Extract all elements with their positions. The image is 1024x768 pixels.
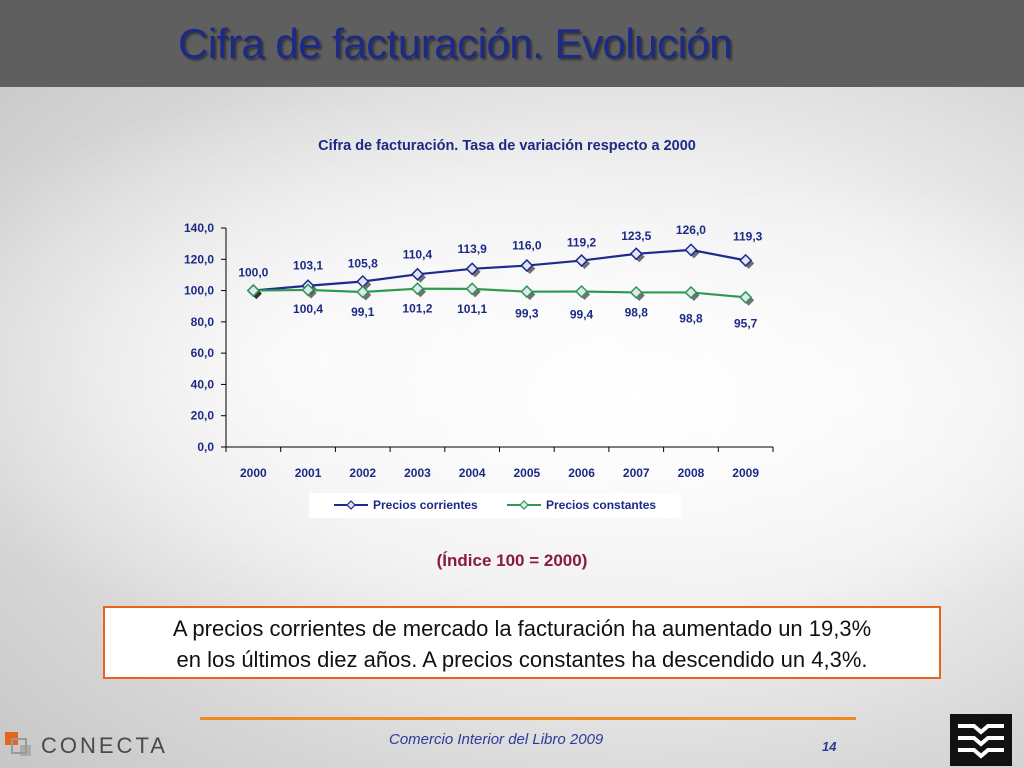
data-point bbox=[410, 282, 425, 296]
logo-text: CONECTA bbox=[41, 733, 168, 758]
summary-line-2: en los últimos diez años. A precios cons… bbox=[176, 647, 868, 672]
x-tick-label: 2008 bbox=[678, 466, 705, 480]
y-tick-label: 60,0 bbox=[191, 346, 215, 360]
data-label: 95,7 bbox=[734, 316, 758, 330]
data-label: 105,8 bbox=[348, 256, 378, 270]
chart-title: Cifra de facturación. Tasa de variación … bbox=[318, 138, 696, 154]
data-point bbox=[629, 247, 643, 261]
data-point bbox=[574, 284, 589, 299]
data-point bbox=[410, 267, 425, 281]
data-label: 98,8 bbox=[625, 305, 649, 319]
data-point bbox=[574, 253, 589, 268]
data-label: 123,5 bbox=[621, 229, 651, 243]
data-point bbox=[629, 285, 643, 300]
x-tick-label: 2005 bbox=[513, 466, 540, 480]
page-number: 14 bbox=[822, 739, 837, 754]
series-line-precios-constantes bbox=[253, 287, 746, 299]
y-tick-label: 40,0 bbox=[191, 377, 215, 391]
y-tick-label: 20,0 bbox=[191, 409, 215, 423]
chart-legend: Precios corrientes Precios constantes bbox=[309, 493, 681, 518]
y-tick-label: 80,0 bbox=[191, 315, 215, 329]
data-label: 116,0 bbox=[512, 239, 542, 253]
data-label: 99,4 bbox=[570, 308, 594, 322]
y-tick-label: 0,0 bbox=[197, 440, 214, 454]
footer-line bbox=[200, 717, 856, 720]
summary-line-1: A precios corrientes de mercado la factu… bbox=[172, 616, 872, 641]
data-label: 100,4 bbox=[293, 302, 323, 316]
x-tick-label: 2000 bbox=[240, 466, 267, 480]
data-label: 119,3 bbox=[733, 229, 763, 243]
x-tick-label: 2006 bbox=[568, 466, 595, 480]
data-label: 101,1 bbox=[457, 302, 487, 316]
title-bar bbox=[0, 0, 1024, 87]
x-tick-label: 2003 bbox=[404, 466, 431, 480]
legend-marker bbox=[519, 500, 529, 510]
y-tick-label: 140,0 bbox=[184, 221, 214, 235]
x-tick-label: 2009 bbox=[732, 466, 759, 480]
data-point bbox=[465, 262, 479, 276]
legend-marker bbox=[346, 500, 356, 510]
data-point bbox=[246, 284, 260, 298]
data-label: 126,0 bbox=[676, 223, 706, 237]
data-label: 119,2 bbox=[567, 236, 597, 250]
data-point bbox=[684, 243, 698, 257]
data-label: 99,1 bbox=[351, 305, 375, 319]
data-point bbox=[520, 258, 534, 273]
x-tick-label: 2007 bbox=[623, 466, 650, 480]
data-label: 103,1 bbox=[293, 259, 323, 273]
index-note: (Índice 100 = 2000) bbox=[436, 551, 588, 570]
data-label: 101,2 bbox=[402, 302, 432, 316]
data-point bbox=[520, 285, 534, 299]
data-point bbox=[301, 283, 315, 297]
chart-series: 100,0 103,1 105,8 110,4 113,9 116,0 119,2 123,5… bbox=[238, 223, 762, 330]
data-label: 110,4 bbox=[403, 247, 433, 261]
data-label: 99,3 bbox=[515, 307, 539, 321]
y-tick-label: 120,0 bbox=[184, 252, 214, 266]
slide-title: Cifra de facturación. Evolución bbox=[178, 20, 733, 67]
data-point bbox=[739, 253, 753, 267]
conecta-logo: CONECTA bbox=[5, 732, 168, 758]
legend-label: Precios constantes bbox=[546, 498, 656, 512]
footer-text: Comercio Interior del Libro 2009 bbox=[389, 731, 604, 748]
data-point bbox=[356, 285, 370, 299]
data-label: 113,9 bbox=[457, 242, 487, 256]
line-chart: Cifra de facturación. Tasa de variación … bbox=[183, 138, 774, 518]
x-tick-label: 2002 bbox=[349, 466, 376, 480]
legend-box bbox=[309, 493, 681, 518]
legend-label: Precios corrientes bbox=[373, 498, 478, 512]
data-label: 98,8 bbox=[679, 311, 703, 325]
book-stack-logo bbox=[950, 714, 1012, 766]
x-tick-label: 2001 bbox=[295, 466, 322, 480]
y-tick-label: 100,0 bbox=[184, 284, 214, 298]
x-tick-label: 2004 bbox=[459, 466, 486, 480]
data-point bbox=[465, 282, 479, 296]
data-point bbox=[684, 285, 698, 300]
summary-box: A precios corrientes de mercado la factu… bbox=[103, 606, 941, 679]
data-label: 100,0 bbox=[238, 266, 268, 280]
data-point bbox=[739, 290, 753, 304]
series-line-precios-corrientes bbox=[253, 248, 746, 292]
chart-axes: 0,0 20,0 40,0 60,0 80,0 100,0 120,0 140,0 2000 20… bbox=[184, 221, 774, 480]
